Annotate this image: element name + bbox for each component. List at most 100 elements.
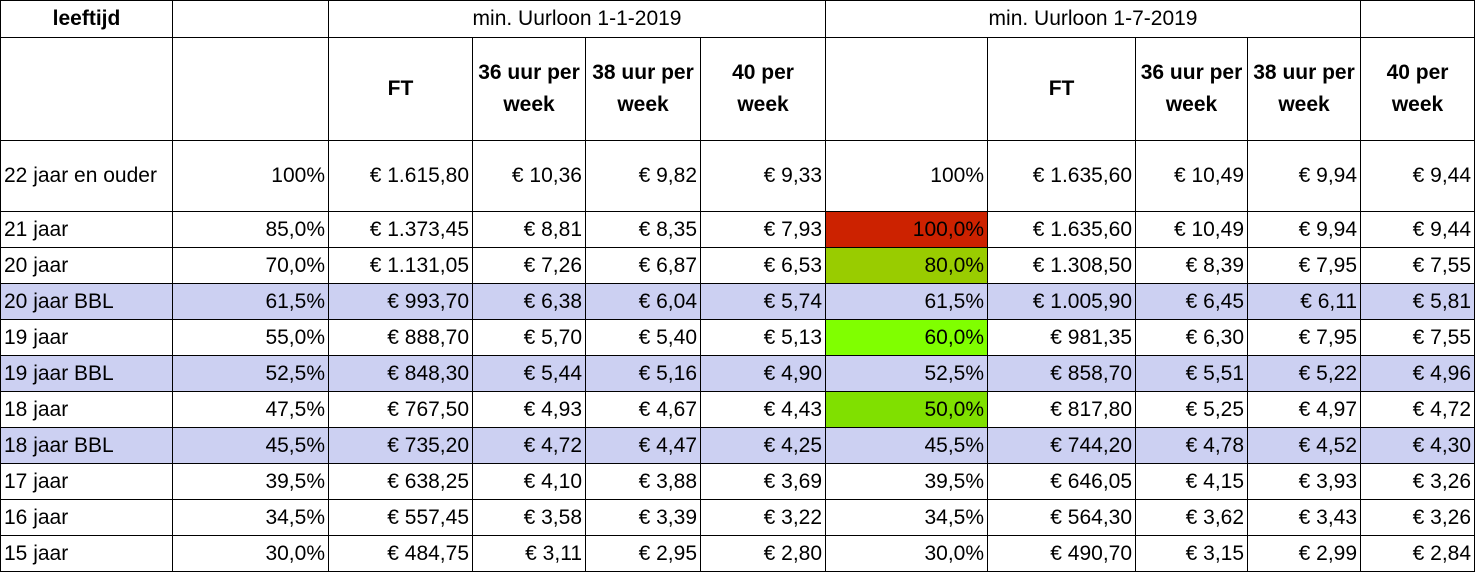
wage-cell: € 6,53 — [699, 247, 827, 284]
percent-cell: 30,0% — [825, 535, 989, 572]
wage-cell: € 2,84 — [1360, 535, 1475, 572]
group-header: min. Uurloon 1-1-2019 — [327, 0, 827, 38]
wage-cell: € 888,70 — [328, 319, 473, 356]
table-row: 20 jaar BBL 61,5% € 993,70 € 6,38 € 6,04 € 5,… — [0, 283, 1475, 320]
wage-cell: € 4,47 — [585, 427, 701, 464]
percent-cell: 50,0% — [825, 391, 989, 428]
wage-cell: € 981,35 — [987, 319, 1137, 356]
percent-cell: 100,0% — [825, 211, 989, 248]
blank-cell — [172, 37, 329, 141]
wage-cell: € 3,39 — [585, 499, 701, 536]
wage-cell: € 9,33 — [699, 140, 827, 212]
table-row: 21 jaar 85,0% € 1.373,45 € 8,81 € 8,35 € 7,93… — [0, 211, 1475, 248]
column-header: 38 uur per week — [585, 37, 701, 141]
wage-cell: € 6,11 — [1247, 283, 1362, 320]
wage-cell: € 6,45 — [1135, 283, 1249, 320]
wage-cell: € 2,80 — [699, 535, 827, 572]
wage-cell: € 9,82 — [585, 140, 701, 212]
blank-cell — [825, 37, 989, 141]
wage-cell: € 9,44 — [1360, 211, 1475, 248]
age-cell: 15 jaar — [0, 535, 173, 572]
wage-cell: € 7,95 — [1247, 319, 1362, 356]
wage-cell: € 484,75 — [328, 535, 473, 572]
header-row: FT 36 uur per week 38 uur per week 40 per w… — [0, 37, 1475, 141]
percent-cell: 60,0% — [825, 319, 989, 356]
percent-cell: 30,0% — [172, 535, 329, 572]
wage-cell: € 4,10 — [472, 463, 586, 500]
wage-cell: € 4,78 — [1135, 427, 1249, 464]
wage-cell: € 7,55 — [1360, 247, 1475, 284]
table-row: 17 jaar 39,5% € 638,25 € 4,10 € 3,88 € 3,69 39… — [0, 463, 1475, 500]
column-header: 40 per week — [1360, 37, 1475, 141]
percent-cell: 61,5% — [825, 283, 989, 320]
age-cell: 22 jaar en ouder — [0, 140, 173, 212]
wage-cell: € 2,95 — [585, 535, 701, 572]
percent-cell: 85,0% — [172, 211, 329, 248]
age-cell: 17 jaar — [0, 463, 173, 500]
column-header: 36 uur per week — [472, 37, 586, 141]
wage-cell: € 3,69 — [699, 463, 827, 500]
wage-cell: € 3,22 — [699, 499, 827, 536]
wage-cell: € 848,30 — [328, 355, 473, 392]
wage-cell: € 4,30 — [1360, 427, 1475, 464]
wage-cell: € 7,93 — [699, 211, 827, 248]
wage-cell: € 6,38 — [472, 283, 586, 320]
wage-cell: € 564,30 — [987, 499, 1137, 536]
percent-cell: 61,5% — [172, 283, 329, 320]
percent-cell: 47,5% — [172, 391, 329, 428]
wage-cell: € 5,40 — [585, 319, 701, 356]
age-cell: 20 jaar BBL — [0, 283, 173, 320]
wage-cell: € 4,72 — [1360, 391, 1475, 428]
wage-cell: € 7,55 — [1360, 319, 1475, 356]
age-cell: 16 jaar — [0, 499, 173, 536]
wage-cell: € 5,51 — [1135, 355, 1249, 392]
wage-cell: € 5,81 — [1360, 283, 1475, 320]
wage-cell: € 3,26 — [1360, 463, 1475, 500]
table-row: 20 jaar 70,0% € 1.131,05 € 7,26 € 6,87 € 6,53… — [0, 247, 1475, 284]
wage-cell: € 4,93 — [472, 391, 586, 428]
table-row: 22 jaar en ouder 100% € 1.615,80 € 10,36 € 9… — [0, 140, 1475, 212]
table-row: 18 jaar 47,5% € 767,50 € 4,93 € 4,67 € 4,43 50… — [0, 391, 1475, 428]
table-row: 19 jaar 55,0% € 888,70 € 5,70 € 5,40 € 5,13 60… — [0, 319, 1475, 356]
percent-cell: 80,0% — [825, 247, 989, 284]
wage-cell: € 993,70 — [328, 283, 473, 320]
wage-cell: € 2,99 — [1247, 535, 1362, 572]
table-row: 19 jaar BBL 52,5% € 848,30 € 5,44 € 5,16 € 4,… — [0, 355, 1475, 392]
wage-cell: € 7,95 — [1247, 247, 1362, 284]
percent-cell: 34,5% — [172, 499, 329, 536]
blank-cell — [172, 0, 329, 38]
wage-cell: € 557,45 — [328, 499, 473, 536]
wage-cell: € 5,16 — [585, 355, 701, 392]
wage-cell: € 6,04 — [585, 283, 701, 320]
column-header: 38 uur per week — [1247, 37, 1362, 141]
wage-cell: € 5,13 — [699, 319, 827, 356]
wage-cell: € 767,50 — [328, 391, 473, 428]
wage-cell: € 5,70 — [472, 319, 586, 356]
column-header: 40 per week — [699, 37, 827, 141]
wage-cell: € 1.131,05 — [328, 247, 473, 284]
wage-cell: € 10,49 — [1135, 211, 1249, 248]
wage-cell: € 7,26 — [472, 247, 586, 284]
wage-cell: € 4,43 — [699, 391, 827, 428]
percent-cell: 100% — [825, 140, 989, 212]
age-cell: 19 jaar — [0, 319, 173, 356]
percent-cell: 70,0% — [172, 247, 329, 284]
wage-cell: € 8,39 — [1135, 247, 1249, 284]
header-row: leeftijd min. Uurloon 1-1-2019 min. Uurl… — [0, 0, 1475, 38]
wage-cell: € 1.635,60 — [987, 140, 1137, 212]
wage-cell: € 3,62 — [1135, 499, 1249, 536]
percent-cell: 39,5% — [825, 463, 989, 500]
wage-cell: € 1.308,50 — [987, 247, 1137, 284]
column-header: 36 uur per week — [1135, 37, 1249, 141]
wage-cell: € 1.005,90 — [987, 283, 1137, 320]
wage-cell: € 3,26 — [1360, 499, 1475, 536]
percent-cell: 52,5% — [172, 355, 329, 392]
wage-cell: € 4,52 — [1247, 427, 1362, 464]
wage-cell: € 858,70 — [987, 355, 1137, 392]
percent-cell: 100% — [172, 140, 329, 212]
wage-cell: € 5,25 — [1135, 391, 1249, 428]
column-header: FT — [328, 37, 473, 141]
percent-cell: 55,0% — [172, 319, 329, 356]
percent-cell: 45,5% — [825, 427, 989, 464]
